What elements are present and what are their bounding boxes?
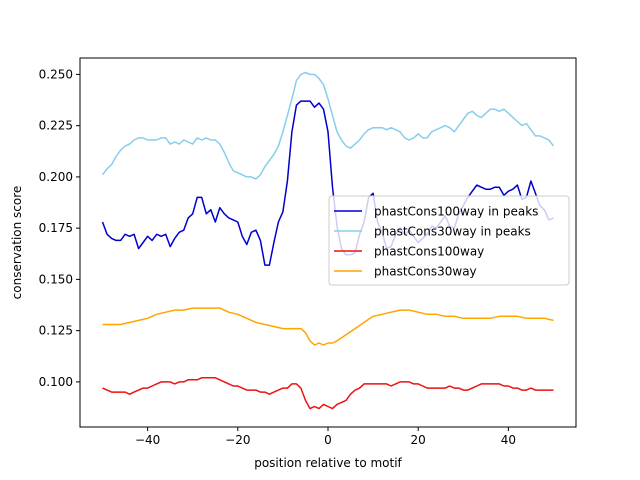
legend: phastCons100way in peaks phastCons30way i… — [328, 195, 570, 286]
legend-label-2: phastCons30way in peaks — [374, 225, 531, 239]
x-tick-label: −40 — [135, 433, 160, 447]
legend-box — [328, 195, 570, 286]
series-line-1 — [101, 100, 554, 266]
x-axis-label: position relative to motif — [254, 456, 402, 470]
series-line-4 — [102, 307, 554, 346]
y-tick-label: 0.150 — [39, 272, 73, 286]
series-line-3 — [102, 377, 554, 410]
y-tick-label: 0.200 — [39, 170, 73, 184]
x-tick-label: 20 — [411, 433, 426, 447]
y-axis-label: conservation score — [10, 186, 24, 300]
legend-label-3: phastCons100way — [374, 245, 484, 259]
y-tick-label: 0.225 — [39, 119, 73, 133]
y-tick-label: 0.100 — [39, 375, 73, 389]
x-tick-label: 0 — [324, 433, 332, 447]
plot-lines — [101, 71, 555, 410]
y-axis-ticks: 0.100 0.125 0.150 0.175 0.200 0.225 0.250 — [39, 67, 80, 389]
x-tick-label: −20 — [225, 433, 250, 447]
x-tick-label: 40 — [501, 433, 516, 447]
series-line-2 — [101, 71, 555, 180]
legend-label-4: phastCons30way — [374, 265, 477, 279]
x-axis-ticks: −40 −20 0 20 40 — [135, 427, 516, 447]
y-tick-label: 0.125 — [39, 324, 73, 338]
y-tick-label: 0.175 — [39, 221, 73, 235]
y-tick-label: 0.250 — [39, 67, 73, 81]
legend-label-1: phastCons100way in peaks — [374, 205, 538, 219]
